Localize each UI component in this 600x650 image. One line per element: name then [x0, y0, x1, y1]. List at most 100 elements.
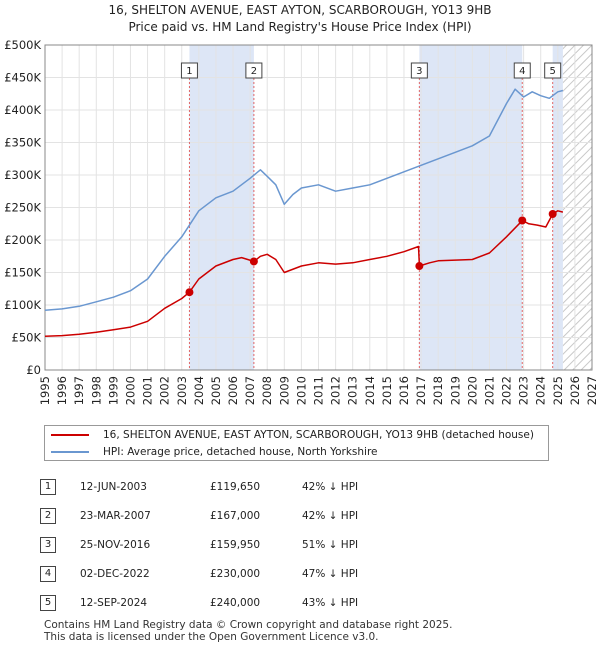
footer-attribution: Contains HM Land Registry data © Crown c…: [44, 619, 452, 643]
sale-marker-label: 1: [186, 66, 192, 77]
sale-number: 2: [40, 507, 56, 524]
x-tick-label: 2013: [346, 376, 360, 405]
x-tick-label: 2015: [380, 376, 394, 405]
y-tick-label: £50K: [12, 331, 42, 345]
x-tick-label: 1999: [106, 376, 120, 405]
sale-price: £167,000: [210, 509, 261, 522]
sales-table: 1 12-JUN-2003 £119,650 42% ↓ HPI 2 23-MA…: [40, 472, 358, 617]
x-tick-label: 1996: [55, 376, 69, 405]
sale-point: [548, 210, 557, 218]
sale-number: 1: [40, 478, 56, 495]
sale-number: 4: [40, 565, 56, 582]
sale-marker-label: 5: [549, 66, 555, 77]
legend-item-hpi: HPI: Average price, detached house, Nort…: [51, 444, 378, 460]
table-row: 2 23-MAR-2007 £167,000 42% ↓ HPI: [40, 501, 358, 530]
x-tick-label: 2004: [192, 376, 206, 405]
x-tick-label: 2021: [482, 376, 496, 405]
y-tick-label: £200K: [4, 233, 41, 247]
table-row: 3 25-NOV-2016 £159,950 51% ↓ HPI: [40, 530, 358, 559]
x-tick-label: 2011: [312, 376, 326, 405]
sale-point: [185, 288, 194, 297]
x-tick-label: 1997: [72, 376, 86, 405]
table-row: 4 02-DEC-2022 £230,000 47% ↓ HPI: [40, 559, 358, 588]
footer-line-2: This data is licensed under the Open Gov…: [44, 631, 379, 643]
x-tick-label: 2022: [500, 376, 514, 405]
sale-date: 25-NOV-2016: [80, 538, 151, 551]
x-tick-label: 2020: [465, 376, 479, 405]
x-tick-label: 2002: [158, 376, 172, 405]
y-tick-label: £300K: [4, 168, 41, 182]
y-tick-label: £100K: [4, 298, 41, 312]
sale-price: £159,950: [210, 538, 261, 551]
sale-marker-box: [410, 62, 428, 79]
x-tick-label: 2024: [534, 376, 548, 405]
x-tick-label: 2026: [568, 376, 582, 405]
y-tick-label: £400K: [4, 103, 41, 117]
sale-point: [518, 216, 527, 225]
sale-marker-box: [513, 62, 531, 79]
sale-point: [249, 257, 258, 266]
sale-date: 02-DEC-2022: [80, 567, 150, 580]
sale-hpi-diff: 42% ↓ HPI: [302, 509, 359, 522]
sale-price: £119,650: [210, 480, 261, 493]
sale-date: 23-MAR-2007: [80, 509, 151, 522]
chart-legend: 16, SHELTON AVENUE, EAST AYTON, SCARBORO…: [44, 425, 549, 461]
x-tick-label: 2027: [585, 376, 599, 405]
x-tick-label: 2014: [363, 376, 377, 405]
sale-marker-label: 3: [416, 66, 422, 77]
y-tick-label: £450K: [4, 71, 41, 85]
sale-point: [415, 262, 424, 271]
y-tick-label: £500K: [4, 38, 41, 52]
x-tick-label: 2019: [448, 376, 462, 405]
sale-date: 12-SEP-2024: [80, 596, 148, 609]
x-tick-label: 2008: [260, 376, 274, 405]
x-tick-label: 1998: [89, 376, 103, 405]
sale-marker-box: [544, 62, 562, 79]
x-tick-label: 2018: [431, 376, 445, 405]
sale-hpi-diff: 42% ↓ HPI: [302, 480, 359, 493]
table-row: 1 12-JUN-2003 £119,650 42% ↓ HPI: [40, 472, 358, 501]
x-tick-label: 2012: [329, 376, 343, 405]
sale-hpi-diff: 43% ↓ HPI: [302, 596, 359, 609]
sale-marker-box: [180, 62, 198, 79]
x-tick-label: 2005: [209, 376, 223, 405]
sale-marker-label: 2: [251, 66, 257, 77]
sale-price: £230,000: [210, 567, 261, 580]
y-tick-label: £250K: [4, 201, 41, 215]
legend-label-property: 16, SHELTON AVENUE, EAST AYTON, SCARBORO…: [103, 429, 534, 441]
legend-label-hpi: HPI: Average price, detached house, Nort…: [103, 446, 378, 458]
legend-swatch-property: [51, 434, 89, 436]
x-tick-label: 2006: [226, 376, 240, 405]
table-row: 5 12-SEP-2024 £240,000 43% ↓ HPI: [40, 588, 358, 617]
legend-item-property: 16, SHELTON AVENUE, EAST AYTON, SCARBORO…: [51, 427, 534, 443]
plot-border: [44, 44, 593, 371]
sale-marker-box: [245, 62, 263, 79]
sale-number: 5: [40, 594, 56, 611]
x-tick-label: 2016: [397, 376, 411, 405]
footer-line-1: Contains HM Land Registry data © Crown c…: [44, 619, 453, 631]
sale-marker-label: 4: [519, 66, 525, 77]
y-tick-label: £0: [26, 363, 41, 377]
y-tick-label: £350K: [4, 136, 41, 150]
x-tick-label: 2000: [123, 376, 137, 405]
chart-subtitle: Price paid vs. HM Land Registry's House …: [128, 20, 471, 34]
x-tick-label: 2010: [294, 376, 308, 405]
x-tick-label: 2003: [175, 376, 189, 405]
x-tick-label: 2017: [414, 376, 428, 405]
x-tick-label: 2009: [277, 376, 291, 405]
x-tick-label: 2007: [243, 376, 257, 405]
sale-hpi-diff: 51% ↓ HPI: [302, 538, 359, 551]
x-tick-label: 2023: [517, 376, 531, 405]
sale-hpi-diff: 47% ↓ HPI: [302, 567, 359, 580]
x-tick-label: 2025: [551, 376, 565, 405]
chart-title: 16, SHELTON AVENUE, EAST AYTON, SCARBORO…: [108, 3, 491, 17]
sale-date: 12-JUN-2003: [80, 480, 147, 493]
sale-price: £240,000: [210, 596, 261, 609]
x-tick-label: 2001: [141, 376, 155, 405]
x-tick-label: 1995: [38, 376, 52, 405]
sale-number: 3: [40, 536, 56, 553]
hpi-line: [44, 88, 564, 311]
legend-swatch-hpi: [51, 451, 89, 453]
price-chart: 16, SHELTON AVENUE, EAST AYTON, SCARBORO…: [4, 3, 599, 405]
y-tick-label: £150K: [4, 266, 41, 280]
